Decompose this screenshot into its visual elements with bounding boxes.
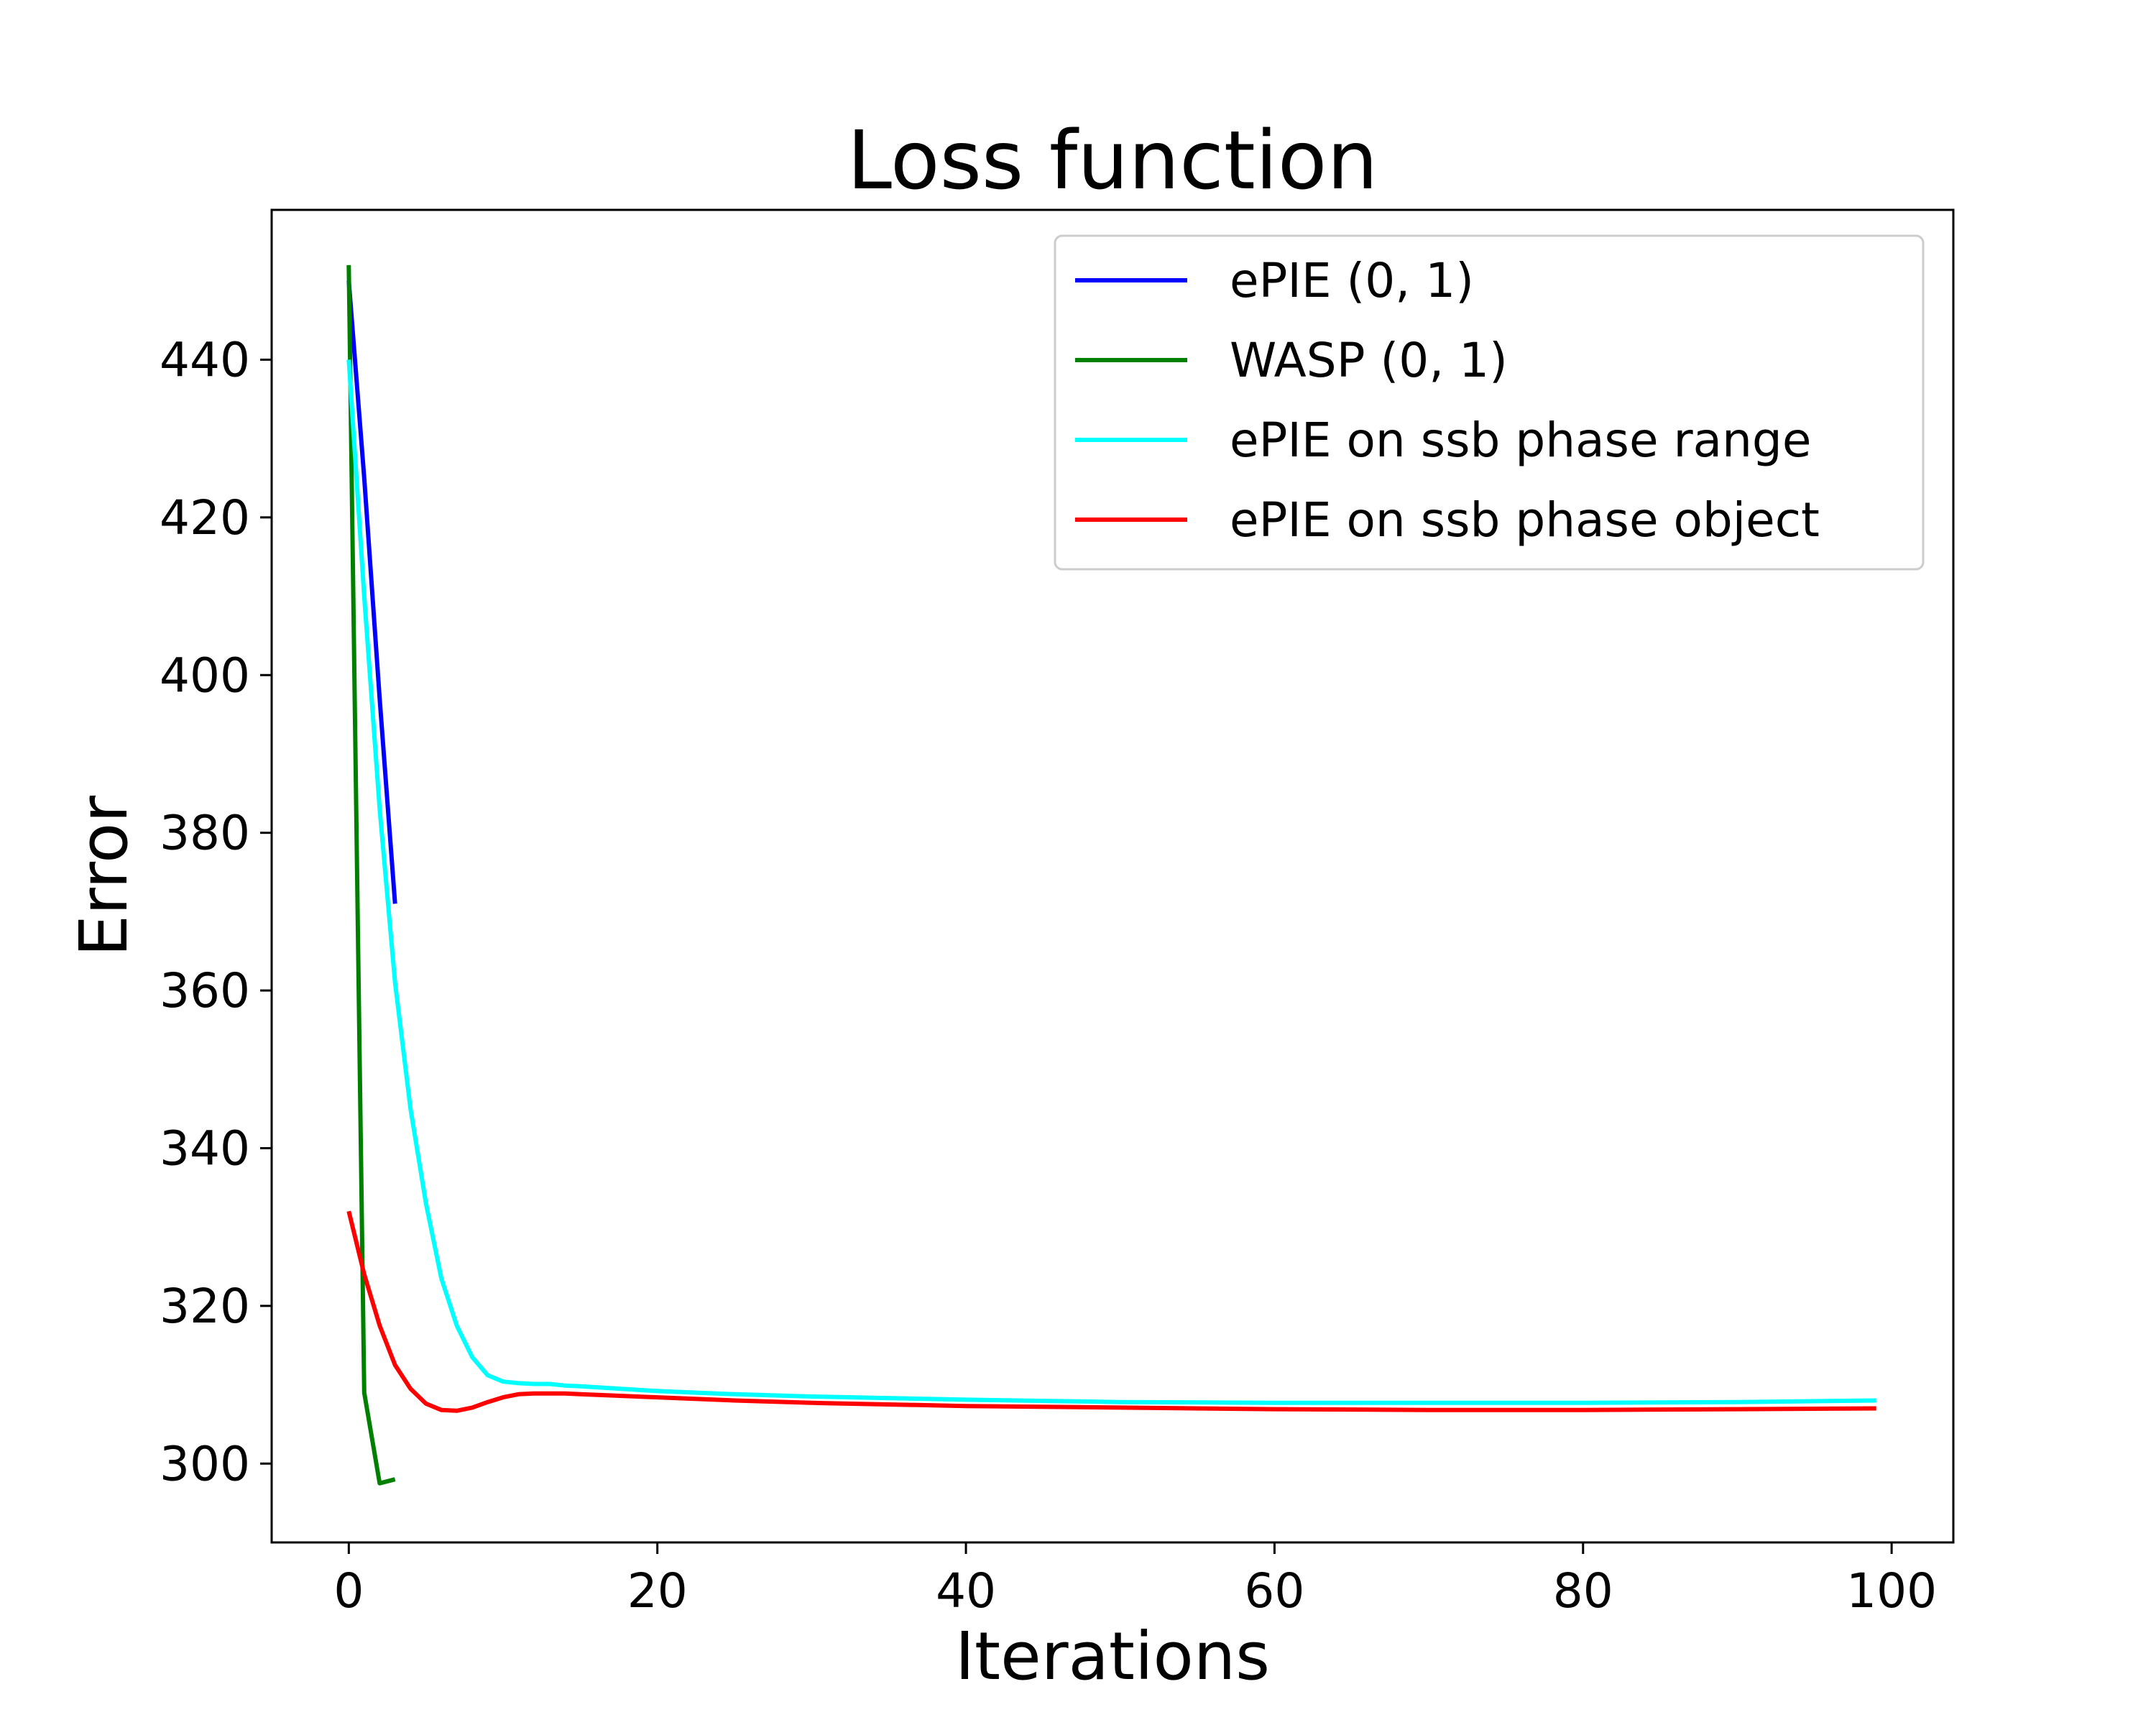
series-line-epie-on-ssb-phase-object — [346, 1210, 1876, 1413]
legend: ePIE (0, 1) WASP (0, 1) ePIE on ssb phase … — [1054, 234, 1925, 571]
legend-box — [1054, 234, 1925, 571]
y-tick-label: 400 — [160, 648, 250, 703]
legend-label-epie-on-ssb-phase-object: ePIE on ssb phase object — [1230, 492, 1820, 548]
x-axis-label: Iterations — [955, 1618, 1270, 1695]
y-tick-label: 320 — [160, 1279, 250, 1334]
y-tick-label: 340 — [160, 1121, 250, 1176]
legend-label-epie-on-ssb-phase-range: ePIE on ssb phase range — [1230, 413, 1811, 468]
y-tick-label: 380 — [160, 806, 250, 861]
x-tick-label: 80 — [1553, 1563, 1613, 1619]
plot-area-frame — [270, 208, 1955, 1544]
y-axis-label: Error — [65, 796, 142, 957]
y-tick-label: 420 — [160, 490, 250, 546]
x-tick-label: 60 — [1244, 1563, 1304, 1619]
series-lines — [346, 264, 1876, 1486]
x-tick-label: 20 — [627, 1563, 688, 1619]
legend-label-wasp-0-1: WASP (0, 1) — [1230, 333, 1508, 388]
series-line-wasp-0-1 — [346, 264, 396, 1486]
y-tick-label: 360 — [160, 963, 250, 1018]
x-tick-label: 0 — [333, 1563, 364, 1619]
x-tick-label: 40 — [936, 1563, 996, 1619]
y-axis-ticks: 300 320 340 360 380 400 420 440 — [160, 332, 272, 1491]
x-tick-label: 100 — [1846, 1563, 1937, 1619]
y-tick-label: 440 — [160, 332, 250, 387]
chart-title: Loss function — [847, 114, 1378, 208]
y-tick-label: 300 — [160, 1436, 250, 1491]
series-line-epie-on-ssb-phase-range — [346, 359, 1876, 1405]
legend-label-epie-0-1: ePIE (0, 1) — [1230, 253, 1474, 308]
x-axis-ticks: 0 20 40 60 80 100 — [333, 1542, 1937, 1619]
series-line-epie-0-1 — [346, 280, 397, 904]
